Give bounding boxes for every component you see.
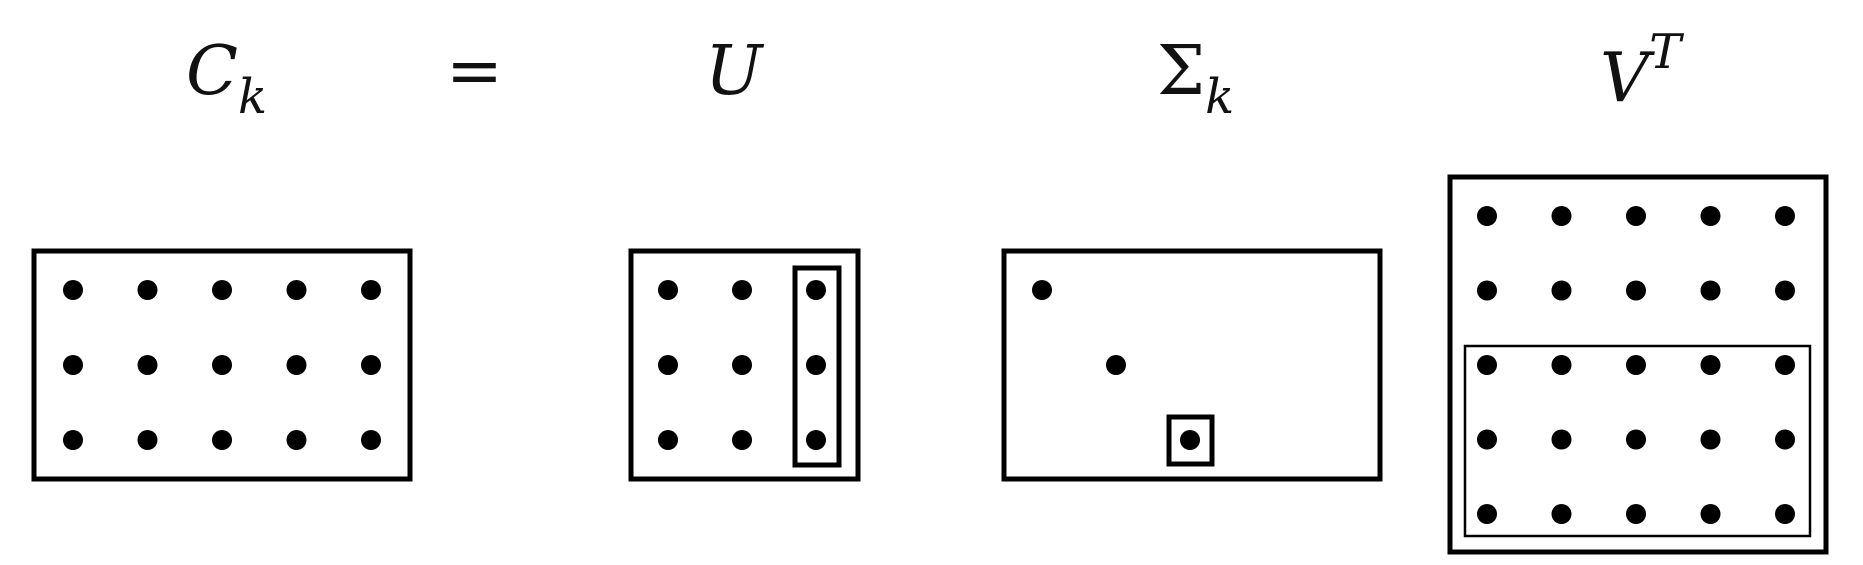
matrix-c-k-entry-2-5 (361, 355, 381, 375)
matrix-c-k-entry-1-2 (137, 280, 158, 300)
matrix-u-entry-1-3 (806, 280, 826, 300)
matrix-c-k-entry-3-3 (212, 430, 232, 450)
matrix-c-k (31, 248, 413, 482)
label-c-k-subscript: k (238, 68, 268, 125)
matrix-c-k-entry-3-1 (63, 430, 83, 450)
matrix-v-t-entry-1-5 (1775, 206, 1795, 226)
label-u-symbol: U (705, 32, 763, 111)
matrix-v-t-entry-3-2 (1551, 355, 1572, 375)
matrix-sigma-k-highlight-entry (1166, 414, 1215, 467)
matrix-c-k-entries (63, 280, 381, 450)
matrix-v-t-entry-5-2 (1551, 504, 1572, 524)
matrix-sigma-k-entry-1-1 (1032, 280, 1052, 300)
label-sigma-k-subscript: k (1205, 68, 1235, 125)
matrix-v-t-entry-4-4 (1700, 429, 1721, 450)
matrix-c-k-entry-1-4 (286, 280, 307, 300)
matrix-v-t-entry-3-4 (1700, 355, 1721, 375)
matrix-v-t-entry-2-1 (1477, 280, 1497, 301)
matrix-v-t-entry-3-5 (1775, 355, 1795, 375)
matrix-v-t (1447, 174, 1829, 555)
matrix-c-k-entry-3-5 (361, 430, 381, 450)
matrix-v-t-entry-5-4 (1700, 504, 1721, 524)
matrix-v-t-entry-4-5 (1775, 429, 1795, 450)
matrix-v-t-entry-2-2 (1551, 280, 1572, 301)
matrix-c-k-entry-1-1 (63, 280, 83, 300)
matrix-v-t-entry-2-4 (1700, 280, 1721, 301)
matrix-v-t-entry-3-1 (1477, 355, 1497, 375)
matrix-sigma-k-entries (1032, 280, 1200, 450)
matrix-c-k-entry-3-2 (137, 430, 158, 450)
matrix-c-k-entry-2-4 (286, 355, 307, 375)
matrix-c-k-entry-1-3 (212, 280, 232, 300)
matrix-c-k-entry-2-2 (137, 355, 158, 375)
matrix-u-entry-2-3 (806, 355, 826, 375)
matrix-v-t-entry-1-1 (1477, 206, 1497, 226)
matrix-c-k-entry-3-4 (286, 430, 307, 450)
matrix-v-t-entry-5-3 (1626, 504, 1646, 524)
matrix-c-k-entry-2-1 (63, 355, 83, 375)
label-c-k-symbol: C (186, 32, 239, 111)
matrix-v-t-entry-5-1 (1477, 504, 1497, 524)
matrix-v-t-entry-1-3 (1626, 206, 1646, 226)
label-u: U (705, 38, 762, 106)
matrix-sigma-k (1001, 248, 1383, 482)
matrix-c-k-frame (31, 248, 413, 482)
matrix-c-k-entry-1-5 (361, 280, 381, 300)
matrix-sigma-k-frame (1001, 248, 1383, 482)
matrix-v-t-highlight-rows (1463, 344, 1812, 538)
matrix-v-t-frame (1447, 174, 1829, 555)
label-sigma-k-symbol: Σ (1157, 32, 1206, 111)
matrix-u-entry-1-1 (658, 280, 678, 300)
matrix-v-t-entry-3-3 (1626, 355, 1646, 375)
matrix-v-t-entry-2-5 (1775, 280, 1795, 301)
matrix-v-t-entry-1-4 (1700, 206, 1721, 226)
matrix-u-entry-1-2 (732, 280, 752, 300)
matrix-u-frame (628, 248, 861, 482)
label-c-k: Ck (186, 38, 267, 121)
label-v-t: VT (1600, 28, 1681, 114)
matrix-v-t-entries (1477, 206, 1795, 524)
matrix-sigma-k-entry-3-3 (1180, 430, 1200, 450)
matrix-v-t-entry-2-3 (1626, 280, 1646, 301)
matrix-v-t-entry-5-5 (1775, 504, 1795, 524)
label-sigma-k: Σk (1157, 38, 1234, 121)
matrix-v-t-entry-4-1 (1477, 429, 1497, 450)
matrix-v-t-entry-4-3 (1626, 429, 1646, 450)
matrix-u-highlight-column (792, 265, 842, 468)
equals-sign: = (446, 32, 503, 111)
matrix-v-t-entry-1-2 (1551, 206, 1572, 226)
matrix-u-entry-2-2 (732, 355, 752, 375)
label-v-t-symbol: V (1600, 39, 1650, 119)
label-v-t-superscript: T (1649, 24, 1682, 80)
matrix-u-entry-3-1 (658, 430, 678, 450)
matrix-u-entries (658, 280, 826, 450)
matrix-sigma-k-entry-2-2 (1106, 355, 1126, 375)
matrix-u-entry-3-2 (732, 430, 752, 450)
matrix-u-entry-2-1 (658, 355, 678, 375)
matrix-u (628, 248, 861, 482)
matrix-v-t-entry-4-2 (1551, 429, 1572, 450)
matrix-u-entry-3-3 (806, 430, 826, 450)
matrix-c-k-entry-2-3 (212, 355, 232, 375)
